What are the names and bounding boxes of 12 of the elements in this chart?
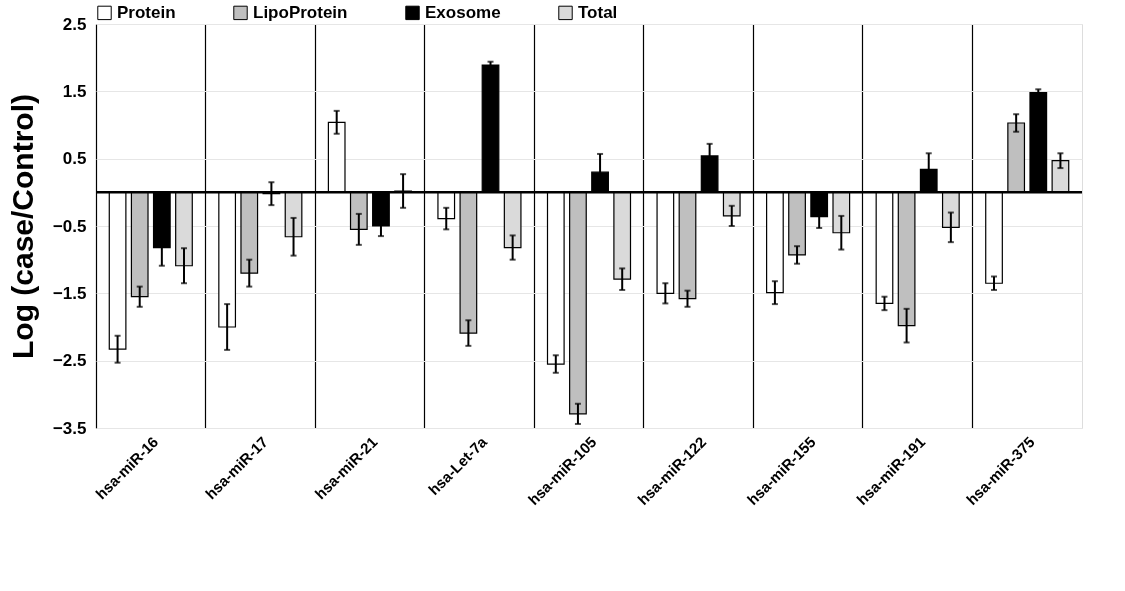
y-axis-title: Log (case/Control) <box>5 93 39 360</box>
y-tick-label: −3.5 <box>52 418 87 438</box>
y-tick-label: −0.5 <box>52 216 87 236</box>
y-tick-label: 0.5 <box>62 149 87 169</box>
y-tick-label: 1.5 <box>62 81 87 101</box>
legend-label: Protein <box>117 2 176 22</box>
legend-label: Exosome <box>425 2 501 22</box>
y-tick-label: −1.5 <box>52 283 87 303</box>
legend-label: LipoProtein <box>253 2 348 22</box>
y-tick-label: 2.5 <box>62 14 87 34</box>
y-tick-label: −2.5 <box>52 351 87 371</box>
legend-label: Total <box>578 2 618 22</box>
